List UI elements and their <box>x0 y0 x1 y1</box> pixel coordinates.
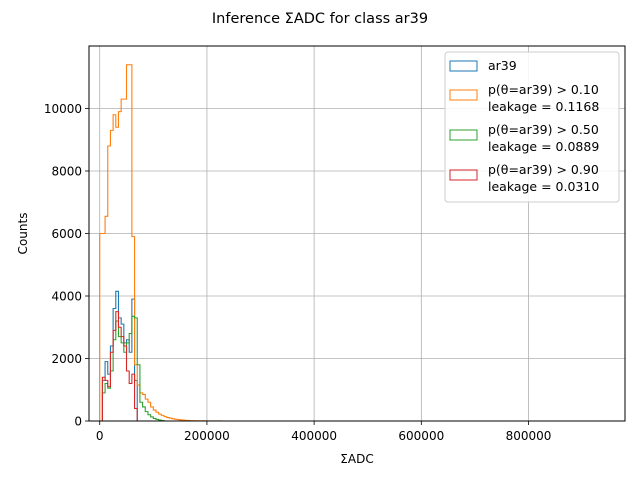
legend-label: leakage = 0.1168 <box>488 99 599 114</box>
legend-swatch <box>449 89 478 101</box>
histogram-bin <box>129 352 132 421</box>
legend-label: p(θ=ar39) > 0.90 <box>488 162 599 177</box>
x-axis-label: ΣADC <box>340 452 373 466</box>
legend-label: p(θ=ar39) > 0.10 <box>488 82 599 97</box>
y-axis-label: Counts <box>16 213 30 255</box>
histogram-series-0 <box>101 290 140 422</box>
y-tick-label: 4000 <box>51 290 82 304</box>
x-tick-label: 600000 <box>398 429 444 443</box>
legend-label: leakage = 0.0889 <box>488 139 599 154</box>
histogram-bin <box>108 387 111 421</box>
histogram-step-line <box>101 311 140 422</box>
histogram-bin <box>121 343 124 421</box>
x-tick-label: 400000 <box>291 429 337 443</box>
legend-label: leakage = 0.0310 <box>488 179 599 194</box>
legend: ar39 p(θ=ar39) > 0.10 leakage = 0.1168 p(θ=… <box>444 51 620 203</box>
histogram-series-2 <box>101 315 167 422</box>
histogram-bin <box>124 99 127 421</box>
legend-swatch <box>449 169 478 181</box>
legend-label: p(θ=ar39) > 0.50 <box>488 122 599 137</box>
histogram-bin <box>118 112 121 421</box>
histogram-bin <box>121 99 124 421</box>
x-tick-label: 800000 <box>506 429 552 443</box>
histogram-series-3 <box>101 311 140 422</box>
y-tick-label: 8000 <box>51 165 82 179</box>
histogram-bin <box>108 388 111 421</box>
legend-swatch <box>449 60 478 72</box>
legend-swatch <box>449 129 478 141</box>
y-axis-ticks: 0 2000 4000 6000 8000 10000 <box>44 102 89 429</box>
histogram-step-line <box>101 290 140 422</box>
legend-box <box>444 51 620 203</box>
y-tick-label: 10000 <box>44 102 82 116</box>
chart-title: Inference ΣADC for class ar39 <box>212 11 428 27</box>
histogram-bin <box>118 337 121 421</box>
y-tick-label: 2000 <box>51 352 82 366</box>
y-tick-label: 0 <box>74 415 82 429</box>
y-tick-label: 6000 <box>51 227 82 241</box>
histogram-step-line <box>101 315 167 422</box>
histogram-bin <box>113 115 116 421</box>
x-tick-label: 0 <box>96 429 104 443</box>
histogram-bin <box>129 384 132 422</box>
x-tick-label: 200000 <box>184 429 230 443</box>
x-axis-ticks: 0 200000 400000 600000 800000 <box>96 421 552 443</box>
legend-label: ar39 <box>488 58 517 73</box>
